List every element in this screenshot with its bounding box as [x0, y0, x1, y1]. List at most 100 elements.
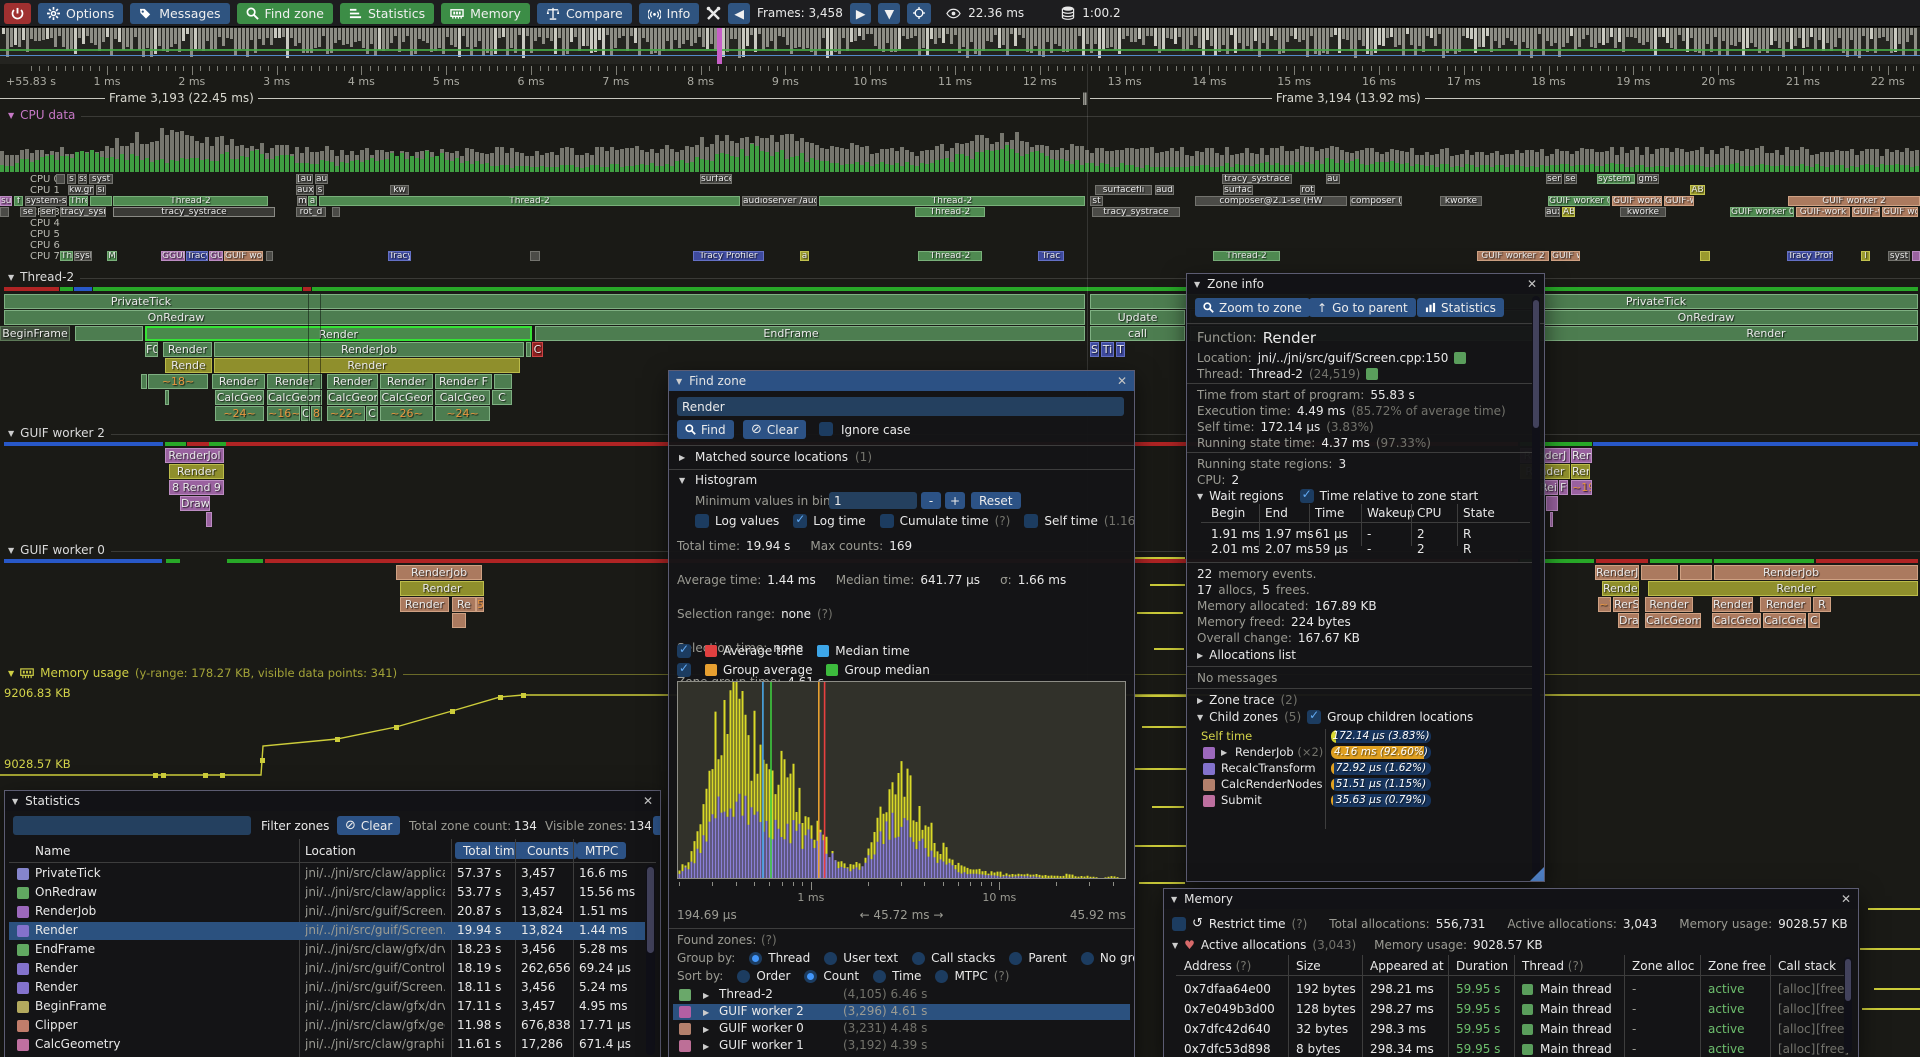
log-values-checkbox[interactable]: [695, 514, 709, 528]
zone[interactable]: Thread-2: [319, 196, 740, 206]
child-zone-row[interactable]: CalcRenderNodes 51.51 µs (1.15%): [1187, 777, 1527, 792]
histogram-section-label[interactable]: Histogram: [695, 473, 758, 487]
zone[interactable]: [1912, 251, 1920, 261]
zone[interactable]: Re: [452, 597, 476, 612]
zone[interactable]: Thre: [69, 196, 88, 206]
zone[interactable]: Render: [400, 597, 449, 612]
zone-info-window[interactable]: ▼ Zone info ✕ Zoom to zone ↑ Go to parent…: [1186, 273, 1545, 882]
zone[interactable]: call: [1090, 326, 1185, 341]
zone[interactable]: CalcGeome: [267, 390, 322, 405]
scrollbar[interactable]: [1844, 957, 1852, 1053]
zone[interactable]: s: [316, 185, 324, 195]
collapse-icon[interactable]: ▼: [8, 272, 15, 282]
frame-labels-row[interactable]: Frame 3,193 (22.45 ms) ‖ Frame 3,194 (13…: [0, 90, 1920, 106]
min-bin-input[interactable]: [829, 492, 917, 509]
close-icon[interactable]: ✕: [1526, 277, 1537, 291]
zone[interactable]: Render: [1760, 597, 1811, 612]
zone[interactable]: CalcGeo: [215, 390, 264, 405]
timeline-ruler[interactable]: 1 ms 2 ms 3 ms 4 ms 5 ms 6 ms 7 ms 8 ms 9 ms 10 m…: [0, 64, 1920, 90]
zone[interactable]: ~24~: [435, 406, 490, 421]
scrollbar-thumb[interactable]: [1845, 959, 1851, 1001]
zone[interactable]: Rend: [1571, 448, 1592, 463]
cpu-data-header[interactable]: ▼ CPU data: [8, 108, 1920, 122]
zone[interactable]: CalcGeo: [435, 390, 490, 405]
zone[interactable]: GUIF-w: [1664, 196, 1694, 206]
zone[interactable]: [1680, 565, 1712, 580]
expander-icon[interactable]: ▶: [703, 1042, 710, 1051]
collapse-icon[interactable]: ▼: [1171, 894, 1178, 904]
zone[interactable]: kworke: [1440, 196, 1482, 206]
scrollbar-thumb[interactable]: [647, 867, 654, 953]
child-zone-name[interactable]: RenderJob (×2): [1235, 745, 1324, 759]
zone[interactable]: Tracy!: [388, 251, 411, 261]
collapse-icon[interactable]: ▼: [1194, 279, 1201, 289]
zone[interactable]: rot_d: [296, 207, 326, 217]
zone[interactable]: C: [492, 390, 512, 405]
zone[interactable]: Render: [1602, 581, 1639, 596]
zone[interactable]: [452, 613, 466, 628]
clear-filter-button[interactable]: ⊘ Clear: [337, 816, 401, 835]
memory-usage-header[interactable]: ▼ Memory usage (y-range: 178.27 KB, visi…: [8, 666, 1920, 680]
memory-usage-plot[interactable]: [0, 684, 1920, 790]
zone[interactable]: Render: [400, 581, 484, 596]
zone[interactable]: [1546, 496, 1558, 511]
zone[interactable]: aux: [1545, 207, 1560, 217]
zone[interactable]: ~26~: [380, 406, 433, 421]
allocation-row[interactable]: 0x7dfc53d898 8 bytes 298.34 ms 59.95 s Main …: [1164, 1041, 1849, 1057]
zone[interactable]: ~16~: [267, 406, 300, 421]
goto-frame-button[interactable]: [907, 2, 932, 24]
zone-name[interactable]: CalcGeometry: [35, 1037, 121, 1051]
legend-checkbox[interactable]: [677, 642, 691, 658]
column-thread[interactable]: Thread (?): [1522, 959, 1584, 973]
frame-overview-strip[interactable]: [0, 28, 1920, 64]
zone[interactable]: composer (: [1350, 196, 1402, 206]
zone[interactable]: BeginFrame: [0, 326, 70, 341]
collapse-icon[interactable]: ▼: [8, 428, 15, 438]
expander-icon[interactable]: ▶: [679, 453, 686, 462]
zone-info-titlebar[interactable]: ▼ Zone info ✕: [1187, 274, 1544, 294]
relative-time-checkbox[interactable]: [1299, 487, 1314, 503]
radio-user-text[interactable]: [824, 951, 838, 965]
find-zone-button[interactable]: Find zone: [236, 2, 333, 24]
zone[interactable]: [206, 512, 212, 527]
zone[interactable]: st: [1090, 196, 1103, 206]
column-location[interactable]: Location: [305, 844, 356, 858]
restrict-time-checkbox[interactable]: [1172, 916, 1186, 931]
zone[interactable]: 5: [476, 597, 484, 612]
found-zone-group-row[interactable]: ▶ GUIF worker 2 (3,296) 4.61 s: [673, 1004, 1130, 1020]
thread-header-thread-2[interactable]: ▼ Thread-2: [8, 270, 1920, 284]
table-row[interactable]: Clipper jni/../jni/src/claw/gfx/geo/Clip…: [9, 1017, 645, 1035]
zone[interactable]: Thread-2: [915, 207, 985, 217]
close-icon[interactable]: ✕: [1116, 374, 1127, 388]
zone[interactable]: a: [800, 251, 809, 261]
zone[interactable]: Thread-2: [918, 251, 982, 261]
zone[interactable]: GUIF worker 2: [1477, 251, 1549, 261]
zone[interactable]: Ff: [1559, 480, 1568, 495]
legend-checkbox[interactable]: [677, 661, 691, 677]
collapse-icon[interactable]: ▼: [8, 110, 15, 120]
column-zone-free[interactable]: Zone free: [1708, 959, 1767, 973]
zone[interactable]: composer@2.1-se (HW: [1195, 196, 1347, 206]
zone[interactable]: [1641, 565, 1678, 580]
zone[interactable]: ss: [78, 174, 87, 184]
zone[interactable]: S: [1090, 342, 1099, 357]
zone[interactable]: Render: [212, 374, 265, 389]
zone[interactable]: Thread-2: [1213, 251, 1280, 261]
group-name[interactable]: Thread-2: [719, 987, 773, 1001]
expander-icon[interactable]: ▶: [1221, 748, 1228, 757]
zone[interactable]: aux: [296, 185, 314, 195]
zone[interactable]: CalcGeor: [380, 390, 433, 405]
zone[interactable]: ~24~: [215, 406, 264, 421]
zone[interactable]: Tracy Profiler: [1787, 251, 1833, 261]
zone[interactable]: [90, 196, 112, 206]
zone[interactable]: tracy_systrace: [1092, 207, 1180, 217]
column-duration[interactable]: Duration: [1456, 959, 1509, 973]
zone[interactable]: gms: [1637, 174, 1659, 184]
column-size[interactable]: Size: [1296, 959, 1321, 973]
zone[interactable]: PrivateTick: [4, 294, 1085, 309]
zone[interactable]: Render: [1645, 597, 1693, 612]
self-time-checkbox[interactable]: [1024, 514, 1039, 528]
collapse-icon[interactable]: ▼: [679, 476, 686, 485]
zone[interactable]: GUIF worker 0: [1548, 196, 1610, 206]
collapse-icon[interactable]: ▼: [8, 668, 15, 678]
